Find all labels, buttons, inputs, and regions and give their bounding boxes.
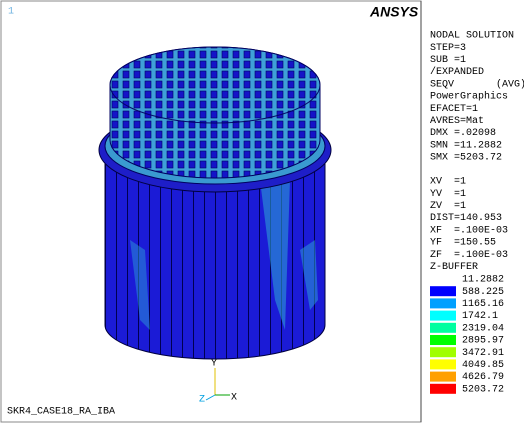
- legend-value: 3472.91: [462, 348, 504, 359]
- info-line: YV =1: [430, 189, 466, 200]
- info-line: DMX =.02098: [430, 128, 496, 139]
- info-line: SEQV (AVG): [430, 78, 524, 90]
- triad-x: X: [231, 393, 237, 404]
- legend-value: 2319.04: [462, 323, 504, 334]
- legend-swatch: [430, 286, 456, 296]
- legend-value: 5203.72: [462, 384, 504, 395]
- info-line: SMX =5203.72: [430, 153, 502, 164]
- legend-value: 11.2882: [462, 275, 504, 286]
- graphics-window: Y X Z 1 ANSYS SKR4_CASE18_RA_IBA NODAL S…: [0, 0, 524, 424]
- info-line: NODAL SOLUTION: [430, 31, 514, 42]
- info-line: XV =1: [430, 177, 466, 188]
- legend-swatch: [430, 384, 456, 394]
- info-line: EFACET=1: [430, 104, 478, 115]
- logo: ANSYS: [369, 4, 419, 20]
- info-line: PowerGraphics: [430, 91, 508, 103]
- legend-swatch: [430, 372, 456, 382]
- legend-value: 4049.85: [462, 360, 504, 371]
- legend-swatch: [430, 347, 456, 357]
- legend-swatch: [430, 311, 456, 321]
- window-number: 1: [8, 7, 14, 18]
- ansys-screen: Y X Z 1 ANSYS SKR4_CASE18_RA_IBA NODAL S…: [0, 0, 524, 424]
- legend-value: 1165.16: [462, 299, 504, 310]
- info-line: YF =150.55: [430, 238, 496, 249]
- info-line: SUB =1: [430, 55, 466, 66]
- triad-z: Z: [199, 395, 205, 406]
- info-line: SMN =11.2882: [430, 140, 502, 151]
- model: [99, 47, 331, 359]
- jobname: SKR4_CASE18_RA_IBA: [7, 407, 115, 418]
- info-line: STEP=3: [430, 43, 466, 54]
- legend-swatch: [430, 359, 456, 369]
- info-line: Z-BUFFER: [430, 262, 478, 273]
- legend-value: 1742.1: [462, 311, 498, 322]
- info-line: ZF =.100E-03: [430, 250, 508, 261]
- legend-value: 2895.97: [462, 336, 504, 347]
- info-line: DIST=140.953: [430, 213, 502, 224]
- legend-value: 588.225: [462, 287, 504, 298]
- legend-swatch: [430, 298, 456, 308]
- triad-y: Y: [211, 359, 217, 370]
- info-line: /EXPANDED: [430, 66, 484, 78]
- legend-value: 4626.79: [462, 372, 504, 383]
- info-line: XF =.100E-03: [430, 225, 508, 236]
- info-line: ZV =1: [430, 201, 466, 212]
- legend-swatch: [430, 335, 456, 345]
- info-line: AVRES=Mat: [430, 116, 484, 127]
- legend-swatch: [430, 323, 456, 333]
